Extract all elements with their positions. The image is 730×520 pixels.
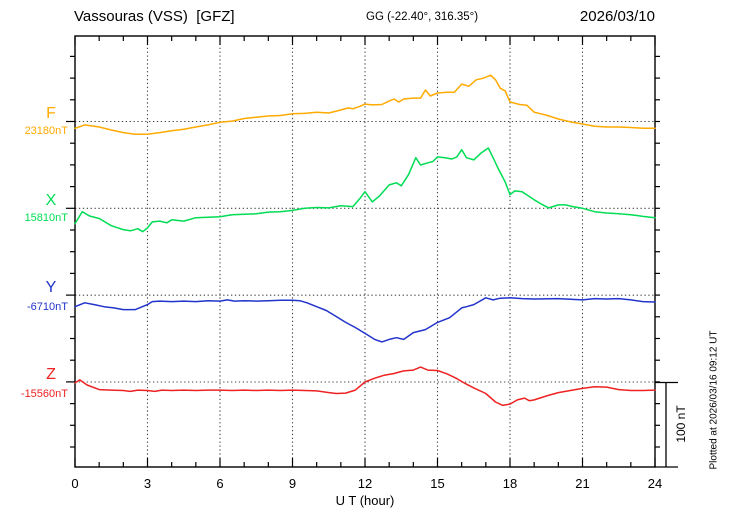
series-z-baseline-value: -15560nT (20, 388, 68, 400)
plot-date: 2026/03/10 (579, 8, 655, 25)
series-y-label: Y (45, 279, 57, 296)
x-axis-tick-label: 0 (71, 476, 79, 491)
trace-x (74, 147, 656, 233)
scale-bar-label: 100 nT (674, 405, 688, 443)
series-y-baseline-value: -6710nT (27, 301, 68, 313)
station-title: Vassouras (VSS) [GFZ] (74, 8, 235, 25)
trace-y (74, 297, 656, 343)
trace-z (74, 366, 656, 407)
x-axis-tick-label: 12 (357, 476, 373, 491)
x-axis-tick-label: 3 (143, 476, 152, 491)
x-axis-tick-label: 9 (288, 476, 297, 491)
x-axis-title: U T (hour) (335, 493, 395, 508)
gg-coordinates: GG (-22.40°, 316.35°) (366, 11, 479, 23)
x-axis-tick-label: 21 (575, 476, 590, 491)
series-x-label: X (45, 192, 57, 209)
series-f-label: F (46, 105, 56, 122)
x-axis-tick-label: 15 (430, 476, 445, 491)
plotted-at-note: Plotted at 2026/03/16 09:12 UT (708, 330, 720, 470)
x-axis-tick-label: 24 (647, 476, 663, 491)
x-axis-tick-label: 18 (502, 476, 518, 491)
series-x-baseline-value: 15810nT (24, 212, 68, 224)
series-z-label: Z (46, 366, 56, 383)
x-axis-tick-label: 6 (216, 476, 224, 491)
trace-f (74, 74, 656, 136)
series-f-baseline-value: 23180nT (24, 125, 68, 137)
